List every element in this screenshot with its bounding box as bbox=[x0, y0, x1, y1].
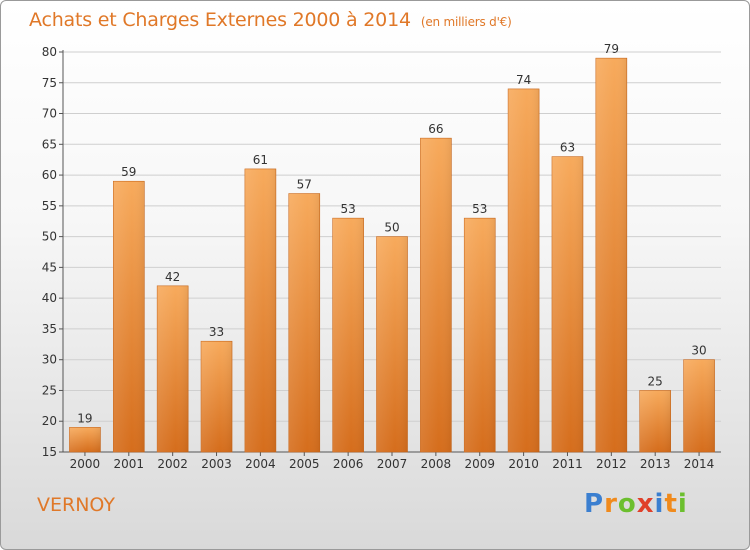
y-tick-label: 65 bbox=[42, 137, 57, 151]
bar-shade bbox=[508, 88, 540, 452]
x-tick-label: 2014 bbox=[684, 457, 715, 471]
bar-shade bbox=[420, 138, 452, 452]
y-tick-label: 50 bbox=[42, 230, 57, 244]
y-tick-label: 60 bbox=[42, 168, 57, 182]
logo-letter: i bbox=[654, 489, 665, 519]
x-tick-label: 2002 bbox=[157, 457, 188, 471]
y-tick-label: 35 bbox=[42, 322, 57, 336]
x-tick-label: 2009 bbox=[464, 457, 495, 471]
data-label: 59 bbox=[121, 165, 136, 179]
logo-letter: t bbox=[664, 489, 678, 519]
y-tick-label: 70 bbox=[42, 107, 57, 121]
y-tick-label: 75 bbox=[42, 76, 57, 90]
data-label: 57 bbox=[297, 178, 312, 192]
data-label: 25 bbox=[648, 374, 663, 388]
x-tick-label: 2006 bbox=[333, 457, 364, 471]
bar-shade bbox=[244, 168, 276, 452]
bar-shade bbox=[376, 236, 408, 452]
data-label: 74 bbox=[516, 73, 531, 87]
data-label: 33 bbox=[209, 325, 224, 339]
chart-title: Achats et Charges Externes 2000 à 2014 (e… bbox=[29, 9, 512, 31]
y-tick-label: 30 bbox=[42, 353, 57, 367]
data-label: 53 bbox=[340, 202, 355, 216]
proxiti-logo[interactable]: Proxiti bbox=[584, 489, 688, 519]
bar-shade bbox=[157, 285, 189, 452]
logo-letter: x bbox=[636, 489, 655, 519]
data-label: 50 bbox=[384, 221, 399, 235]
logo-letter: r bbox=[604, 489, 618, 519]
y-tick-label: 20 bbox=[42, 414, 57, 428]
x-tick-label: 2011 bbox=[552, 457, 583, 471]
y-tick-label: 55 bbox=[42, 199, 57, 213]
labels: 15 20 25 30 35 40 45 50 55 60 65 70 75 80 19 2000 59 2001… bbox=[42, 42, 715, 471]
bar-shade bbox=[464, 218, 496, 452]
y-tick-label: 40 bbox=[42, 291, 57, 305]
bar-shade bbox=[639, 390, 671, 452]
bar-shade bbox=[69, 427, 101, 452]
bar-shade bbox=[683, 359, 715, 452]
x-tick-label: 2004 bbox=[245, 457, 276, 471]
data-label: 42 bbox=[165, 270, 180, 284]
bar-shade bbox=[113, 181, 145, 452]
bar-shade bbox=[595, 58, 627, 453]
y-tick-label: 80 bbox=[42, 45, 57, 59]
data-label: 63 bbox=[560, 141, 575, 155]
data-label: 79 bbox=[604, 42, 619, 56]
y-tick-label: 45 bbox=[42, 260, 57, 274]
bar-shade bbox=[201, 341, 233, 452]
bar-shade bbox=[288, 193, 320, 453]
chart-title-text: Achats et Charges Externes 2000 à 2014 bbox=[29, 9, 411, 31]
y-tick-label: 25 bbox=[42, 383, 57, 397]
data-label: 53 bbox=[472, 202, 487, 216]
x-tick-label: 2012 bbox=[596, 457, 627, 471]
chart-subtitle: (en milliers d'€) bbox=[420, 15, 512, 29]
x-tick-label: 2000 bbox=[70, 457, 101, 471]
x-tick-label: 2001 bbox=[114, 457, 145, 471]
x-tick-label: 2008 bbox=[421, 457, 452, 471]
x-tick-label: 2005 bbox=[289, 457, 320, 471]
x-tick-label: 2003 bbox=[201, 457, 232, 471]
bar-shade bbox=[332, 218, 364, 452]
logo-letter: i bbox=[677, 489, 688, 519]
bar-shade bbox=[551, 156, 583, 452]
x-tick-label: 2013 bbox=[640, 457, 671, 471]
data-label: 61 bbox=[253, 153, 268, 167]
data-label: 19 bbox=[77, 411, 92, 425]
x-tick-label: 2010 bbox=[508, 457, 539, 471]
data-label: 66 bbox=[428, 122, 443, 136]
x-tick-label: 2007 bbox=[377, 457, 408, 471]
logo-letter: P bbox=[584, 489, 605, 519]
logo-letter: o bbox=[617, 489, 637, 519]
place-name: VERNOY bbox=[37, 494, 115, 516]
y-tick-label: 15 bbox=[42, 445, 57, 459]
bars bbox=[69, 57, 715, 453]
data-label: 30 bbox=[691, 344, 706, 358]
